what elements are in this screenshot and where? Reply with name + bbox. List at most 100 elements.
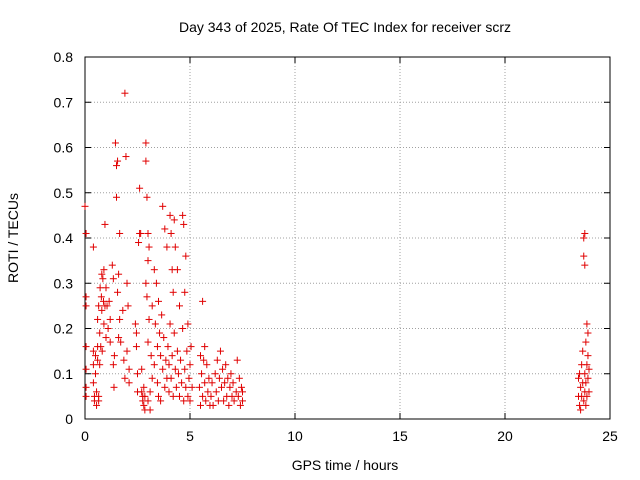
data-point: [195, 383, 203, 391]
data-point: [115, 270, 123, 278]
data-point: [237, 383, 245, 391]
data-point: [207, 392, 215, 400]
data-point: [146, 388, 154, 396]
data-point: [102, 334, 110, 342]
data-point: [216, 347, 224, 355]
data-point: [124, 302, 132, 310]
data-point: [167, 374, 175, 382]
data-point: [186, 397, 194, 405]
data-point: [188, 383, 196, 391]
data-point: [177, 356, 185, 364]
data-point: [92, 370, 99, 378]
data-point: [180, 220, 188, 228]
data-point: [169, 392, 177, 400]
data-point: [113, 162, 120, 170]
data-point: [213, 356, 221, 364]
data-point: [82, 365, 90, 373]
data-point: [186, 361, 194, 369]
data-point: [145, 315, 153, 323]
data-point: [170, 216, 178, 224]
data-point: [82, 293, 90, 301]
data-point: [144, 229, 152, 237]
data-point: [82, 383, 90, 391]
data-point: [144, 338, 152, 346]
data-point: [102, 284, 110, 292]
data-point: [584, 352, 592, 360]
data-point: [179, 325, 187, 332]
data-point: [97, 343, 105, 351]
data-point: [234, 392, 242, 400]
data-point: [182, 383, 190, 391]
x-tick-label: 10: [287, 428, 303, 444]
data-point: [579, 347, 587, 355]
data-point: [165, 361, 173, 369]
data-point: [181, 365, 189, 373]
data-point: [96, 329, 104, 337]
data-point: [239, 388, 246, 396]
data-point: [106, 315, 114, 323]
data-point: [236, 401, 244, 409]
data-point: [110, 383, 118, 391]
data-point: [205, 374, 213, 382]
data-point: [201, 343, 209, 351]
data-point: [100, 266, 108, 274]
y-tick-label: 0.5: [54, 185, 74, 201]
data-point: [109, 361, 117, 369]
data-point: [98, 347, 106, 355]
data-point: [121, 374, 129, 382]
data-point: [142, 157, 150, 165]
data-point: [181, 288, 189, 296]
data-point: [105, 297, 113, 305]
data-point: [116, 229, 124, 237]
data-point: [233, 356, 241, 364]
y-tick-labels: 0 0.1 0.2 0.3 0.4 0.5 0.6 0.7 0.8: [54, 49, 74, 427]
data-point: [143, 293, 151, 301]
data-point: [159, 365, 167, 373]
x-tick-label: 0: [81, 428, 89, 444]
x-axis-label: GPS time / hours: [292, 457, 399, 473]
data-point: [93, 388, 101, 396]
data-point: [82, 302, 90, 310]
data-point: [232, 388, 240, 396]
data-point: [168, 352, 176, 360]
data-point: [577, 383, 585, 391]
x-tick-label: 20: [497, 428, 513, 444]
data-point: [101, 220, 109, 228]
data-point: [136, 184, 144, 192]
data-point: [95, 397, 103, 405]
data-point: [141, 392, 149, 400]
data-point: [89, 243, 97, 251]
data-point: [197, 352, 204, 360]
data-point: [153, 343, 161, 351]
data-point: [100, 320, 108, 328]
data-point: [583, 320, 591, 328]
data-point: [215, 374, 223, 382]
data-point: [89, 361, 97, 369]
data-point: [166, 320, 174, 328]
data-point: [178, 379, 186, 387]
data-point: [229, 379, 237, 387]
data-point: [585, 365, 593, 373]
data-point: [109, 275, 117, 283]
data-point: [219, 365, 227, 373]
data-point: [93, 401, 101, 409]
data-point: [180, 397, 188, 405]
data-point: [117, 338, 125, 346]
data-point: [142, 139, 150, 147]
data-point: [115, 334, 123, 342]
data-point: [94, 356, 102, 364]
data-point: [187, 343, 195, 351]
data-point: [103, 302, 111, 310]
data-point: [172, 383, 180, 391]
data-point: [198, 370, 206, 378]
data-point: [138, 365, 146, 373]
data-point: [110, 352, 118, 360]
data-point: [225, 401, 233, 409]
data-point: [228, 392, 236, 400]
data-point: [580, 252, 588, 260]
data-point: [166, 211, 174, 219]
data-point: [82, 343, 90, 351]
data-point: [581, 229, 589, 237]
data-point: [98, 306, 106, 314]
